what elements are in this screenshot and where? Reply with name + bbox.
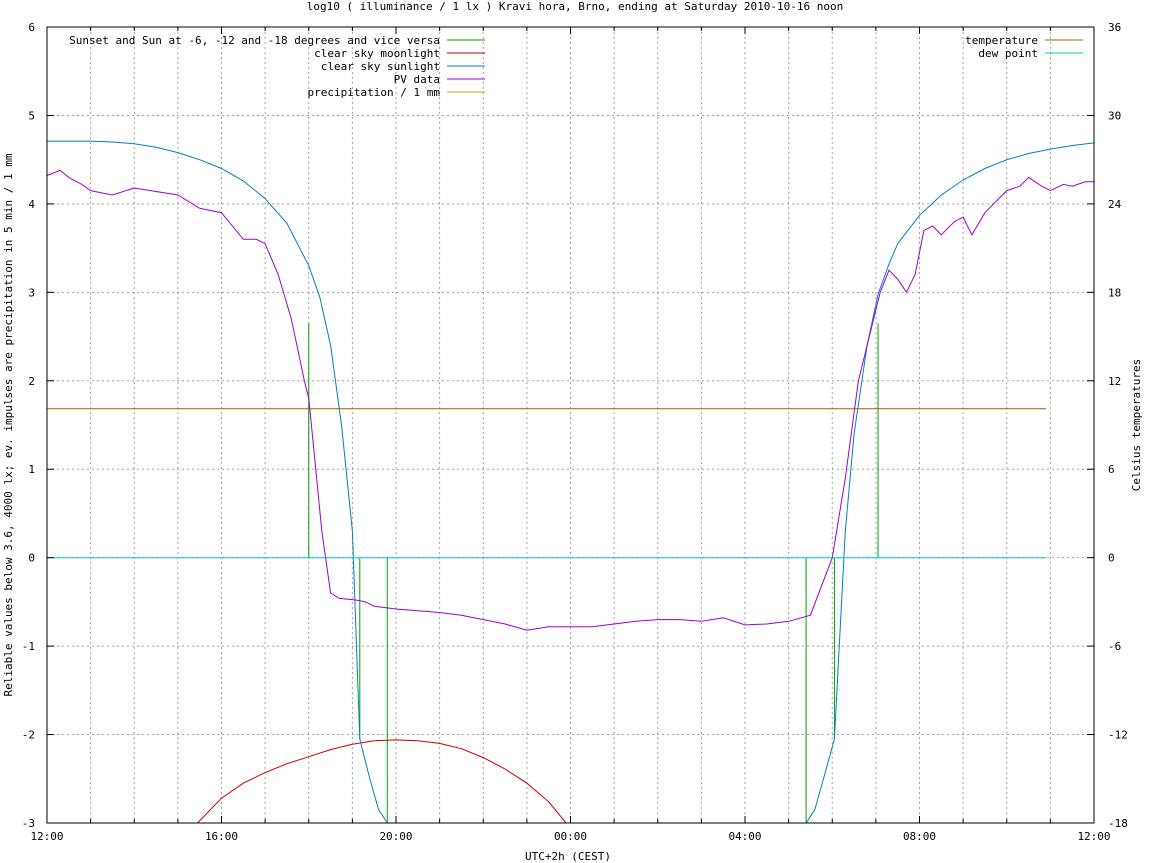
y2-tick-label: 0 xyxy=(1108,552,1115,565)
y-tick-label: 4 xyxy=(28,198,35,211)
y-tick-label: 2 xyxy=(28,375,35,388)
clear-sky-moonlight-line xyxy=(197,739,567,824)
y-tick-label: -1 xyxy=(22,640,35,653)
y2-tick-label: 36 xyxy=(1108,21,1121,34)
x-tick-label: 12:00 xyxy=(1077,830,1110,843)
y-tick-label: 6 xyxy=(28,21,35,34)
legend-left-label: clear sky sunlight xyxy=(321,60,440,73)
y2-tick-label: -12 xyxy=(1108,729,1128,742)
legend: Sunset and Sun at -6, -12 and -18 degree… xyxy=(69,34,1083,99)
legend-left-label: PV data xyxy=(394,73,440,86)
data-series xyxy=(46,140,1095,824)
x-tick-label: 00:00 xyxy=(554,830,587,843)
y2-tick-label: 6 xyxy=(1108,463,1115,476)
y2-tick-label: -6 xyxy=(1108,640,1121,653)
x-tick-label: 16:00 xyxy=(205,830,238,843)
y2-tick-label: 18 xyxy=(1108,286,1121,299)
y-tick-label: 5 xyxy=(28,109,35,122)
y-tick-label: 0 xyxy=(28,552,35,565)
y2-tick-label: 12 xyxy=(1108,375,1121,388)
x-tick-label: 12:00 xyxy=(30,830,63,843)
pv-data-line xyxy=(46,169,1094,631)
y-axis-label: Reliable values below 3.6, 4000 lx; ev. … xyxy=(2,153,15,696)
y-tick-label: -2 xyxy=(22,729,35,742)
legend-left-label: clear sky moonlight xyxy=(314,47,440,60)
y2-tick-label: 24 xyxy=(1108,198,1122,211)
x-tick-label: 08:00 xyxy=(903,830,936,843)
x-tick-label: 04:00 xyxy=(728,830,761,843)
chart-title: log10 ( illuminance / 1 lx ) Kravi hora,… xyxy=(307,0,843,13)
y2-axis-label: Celsius temperatures xyxy=(1130,359,1143,491)
y2-tick-label: -18 xyxy=(1108,817,1128,830)
legend-left-label: precipitation / 1 mm xyxy=(308,86,441,99)
legend-left-label: Sunset and Sun at -6, -12 and -18 degree… xyxy=(69,34,440,47)
y2-tick-label: 30 xyxy=(1108,109,1121,122)
x-axis-label: UTC+2h (CEST) xyxy=(525,850,611,863)
legend-right-label: temperature xyxy=(965,34,1038,47)
legend-right-label: dew point xyxy=(978,47,1038,60)
y-tick-label: 3 xyxy=(28,286,35,299)
x-tick-label: 20:00 xyxy=(379,830,412,843)
y-tick-label: -3 xyxy=(22,817,35,830)
y-tick-label: 1 xyxy=(28,463,35,476)
